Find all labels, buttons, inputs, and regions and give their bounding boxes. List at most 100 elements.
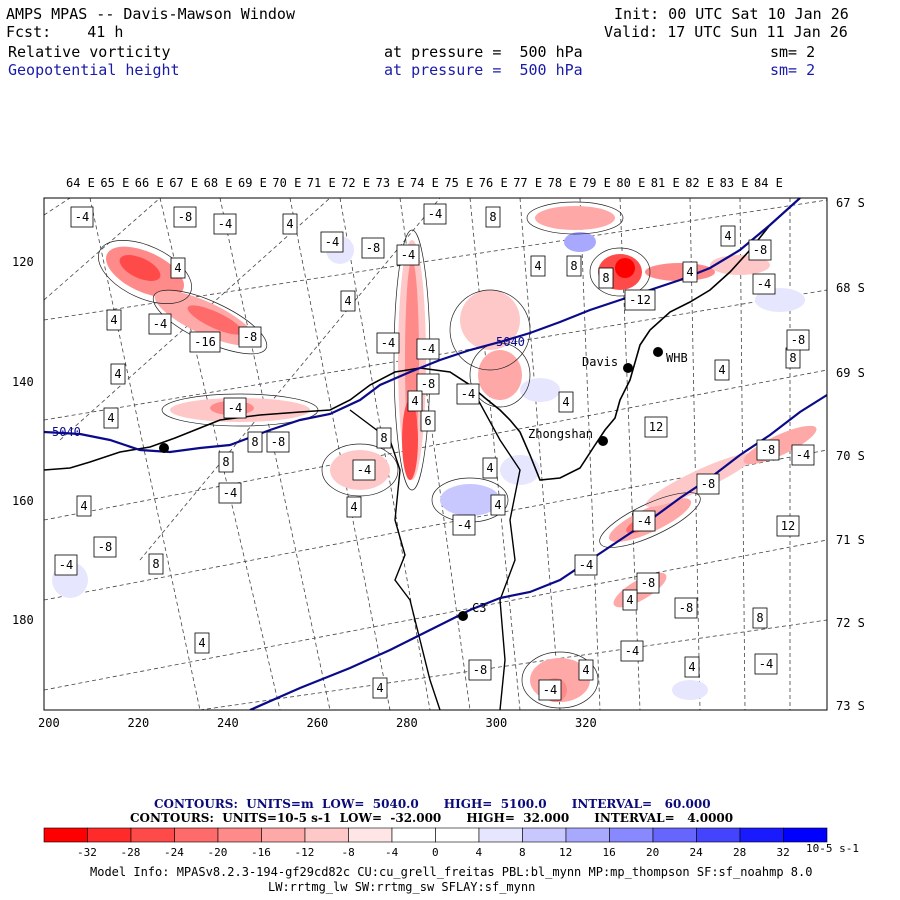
height-label: 5040 <box>496 335 525 349</box>
vorticity-label-text: -8 <box>98 540 112 554</box>
vorticity-label-text: 4 <box>114 367 121 381</box>
vorticity-label-box: -8 <box>748 239 772 261</box>
x-tick-label: 220 <box>127 716 150 730</box>
longitude-label: 75 E <box>444 176 474 190</box>
forecast-hour: Fcst: 41 h <box>6 23 124 41</box>
vorticity-label-box: -4 <box>423 203 447 225</box>
longitude-label: 74 E <box>410 176 439 190</box>
vorticity-label-box: -12 <box>624 289 656 311</box>
height-contour-info: CONTOURS: UNITS=m LOW= 5040.0 HIGH= 5100… <box>154 797 711 811</box>
station-dot <box>623 363 633 373</box>
vorticity-label-box: -4 <box>352 459 376 481</box>
vorticity-contour-info: CONTOURS: UNITS=10-5 s-1 LOW= -32.000 HI… <box>130 811 734 825</box>
vorticity-label-box: 8 <box>785 347 801 369</box>
vorticity-label-text: -4 <box>428 207 442 221</box>
vorticity-label-text: 4 <box>411 394 418 408</box>
colorbar-label: -20 <box>207 846 228 859</box>
station-dot <box>598 436 608 446</box>
field1-name: Relative vorticity <box>8 43 171 61</box>
vorticity-label-box: 4 <box>340 290 356 312</box>
colorbar-swatch <box>652 827 697 843</box>
colorbar-swatch <box>348 827 393 843</box>
longitude-label: 77 E <box>513 176 543 190</box>
vorticity-label-text: -8 <box>271 435 285 449</box>
colorbar-swatch <box>522 827 567 843</box>
coastline <box>44 198 801 481</box>
y-tick-label: 160 <box>12 494 34 508</box>
vorticity-label-text: 4 <box>350 500 357 514</box>
longitude-label: 64 E <box>66 176 95 190</box>
vorticity-label-text: -8 <box>753 243 767 257</box>
vorticity-label-box: -4 <box>320 231 344 253</box>
vorticity-label-text: 4 <box>286 217 293 231</box>
vorticity-label-text: -4 <box>228 401 242 415</box>
vorticity-label-box: 8 <box>148 553 164 575</box>
vorticity-label-text: 4 <box>344 294 351 308</box>
vorticity-label-text: 4 <box>80 499 87 513</box>
x-tick-label: 200 <box>38 716 60 730</box>
vorticity-label-text: -8 <box>679 601 693 615</box>
vorticity-label-text: 8 <box>251 435 258 449</box>
vorticity-label-text: -4 <box>457 518 471 532</box>
colorbar-swatch <box>565 827 610 843</box>
latitude-label: 68 S <box>836 281 865 295</box>
longitude-label: 79 E <box>582 176 611 190</box>
colorbar <box>43 827 828 843</box>
longitude-label: 84 E <box>754 176 783 190</box>
colorbar-label: -24 <box>164 846 184 859</box>
vorticity-label-box: 4 <box>194 632 210 654</box>
longitude-label: 78 E <box>547 176 577 190</box>
vorticity-label-text: 4 <box>110 313 117 327</box>
vorticity-label-text: 4 <box>486 461 493 475</box>
colorbar-swatch <box>261 827 306 843</box>
colorbar-swatch <box>43 827 88 843</box>
vorticity-label-box: 8 <box>598 267 614 289</box>
vorticity-label-box: -4 <box>148 313 172 335</box>
colorbar-label: 24 <box>689 846 703 859</box>
vorticity-label-text: 8 <box>789 351 796 365</box>
vorticity-label-box: -8 <box>361 237 385 259</box>
colorbar-label: -12 <box>294 846 315 859</box>
colorbar-label: 32 <box>776 846 790 859</box>
vorticity-contours <box>98 201 701 709</box>
vorticity-label-box: 4 <box>684 656 700 678</box>
field1-smoothing: sm= 2 <box>770 43 816 61</box>
vorticity-label-box: 4 <box>372 677 388 699</box>
colorbar-label: 16 <box>602 846 616 859</box>
longitude-label: 70 E <box>272 176 302 190</box>
x-tick-label: 280 <box>396 716 418 730</box>
vorticity-label-text: -8 <box>421 377 435 391</box>
vorticity-label-box: 4 <box>682 261 698 283</box>
x-tick-label: 260 <box>306 716 329 730</box>
colorbar-swatch <box>696 827 741 843</box>
latitude-label: 69 S <box>836 366 865 380</box>
vorticity-label-text: 8 <box>222 455 229 469</box>
vorticity-label-text: 4 <box>686 265 693 279</box>
vorticity-label-box: 4 <box>170 257 186 279</box>
vorticity-label-box: 12 <box>644 416 668 438</box>
vorticity-label-text: -4 <box>543 683 557 697</box>
vorticity-label-box: 4 <box>490 494 506 516</box>
vorticity-label-text: -8 <box>243 330 257 344</box>
station-dot <box>653 347 663 357</box>
vorticity-label-box: -8 <box>756 439 780 461</box>
vorticity-label-text: -4 <box>357 463 371 477</box>
colorbar-label: 0 <box>432 846 439 859</box>
ice-shelf-edge-2 <box>469 384 521 710</box>
vorticity-label-box: 4 <box>622 589 638 611</box>
vorticity-label-box: 8 <box>485 206 501 228</box>
vorticity-label-text: 8 <box>756 611 763 625</box>
vorticity-label-text: -4 <box>401 248 415 262</box>
vorticity-label-box: -4 <box>452 514 476 536</box>
longitude-label: 71 E <box>306 176 336 190</box>
colorbar-swatch <box>783 827 828 843</box>
colorbar-label: 20 <box>646 846 660 859</box>
vorticity-label-text: -8 <box>641 576 655 590</box>
vorticity-label-box: 4 <box>110 363 126 385</box>
model-info-line2: LW:rrtmg_lw SW:rrtmg_sw SFLAY:sf_mynn <box>268 880 536 894</box>
vorticity-label-box: 12 <box>776 515 800 537</box>
latitude-label: 71 S <box>836 533 865 547</box>
vorticity-label-box: -4 <box>223 397 247 419</box>
vorticity-label-text: -4 <box>75 210 89 224</box>
